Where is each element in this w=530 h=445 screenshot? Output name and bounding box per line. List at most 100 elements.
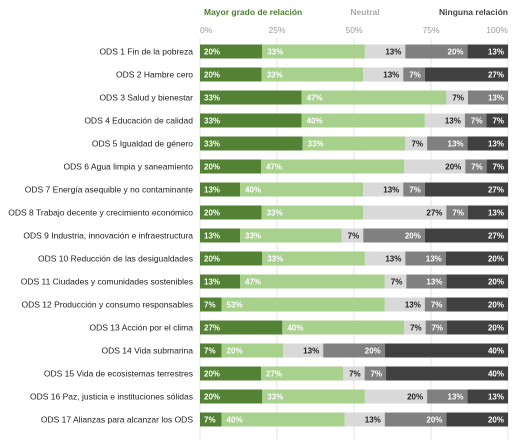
bar-data-label: 47% — [245, 278, 261, 287]
bar-segment — [446, 297, 508, 312]
bar-segment — [446, 274, 508, 289]
bar-data-label: 7% — [492, 117, 504, 126]
bar-data-label: 13% — [448, 393, 464, 402]
bar-segment — [364, 44, 406, 59]
bar-data-label: 13% — [204, 278, 220, 287]
bar-segment — [464, 113, 487, 128]
bar-data-label: 13% — [405, 301, 421, 310]
bar-data-label: 20% — [448, 48, 464, 57]
bar-segment — [301, 90, 447, 105]
bar-segment — [200, 159, 261, 174]
bar-segment — [465, 159, 487, 174]
bar-data-label: 27% — [204, 324, 220, 333]
bar-segment — [446, 205, 468, 220]
bar-segment — [341, 228, 364, 243]
bar-data-label: 13% — [488, 393, 504, 402]
bar-data-label: 7% — [471, 163, 483, 172]
bar-segment — [467, 90, 508, 105]
bar-data-label: 53% — [227, 301, 243, 310]
bar-data-label: 7% — [409, 71, 421, 80]
bar-segment — [384, 297, 425, 312]
bar-segment — [424, 182, 508, 197]
x-tick-label: 0% — [200, 25, 213, 35]
bar-segment — [363, 67, 404, 82]
bar-data-label: 20% — [204, 71, 220, 80]
category-label: ODS 2 Hambre cero — [116, 70, 193, 80]
bar-segment — [200, 412, 222, 427]
bar-data-label: 13% — [303, 347, 319, 356]
bar-data-label: 40% — [307, 117, 323, 126]
bar-data-label: 7% — [452, 94, 464, 103]
bar-segment — [200, 366, 261, 381]
bar-data-label: 33% — [267, 48, 283, 57]
bar-data-label: 20% — [445, 163, 461, 172]
bar-data-label: 33% — [267, 393, 283, 402]
bar-segment — [445, 251, 508, 266]
bar-segment — [302, 136, 406, 151]
bar-segment — [282, 320, 405, 335]
bar-data-label: 7% — [452, 209, 464, 218]
bar-data-label: 13% — [426, 278, 442, 287]
bar-segment — [200, 297, 222, 312]
bar-segment — [425, 320, 448, 335]
bar-data-label: 7% — [409, 186, 421, 195]
bar-data-label: 20% — [365, 347, 381, 356]
bar-data-label: 27% — [266, 370, 282, 379]
bar-data-label: 20% — [204, 48, 220, 57]
bar-data-label: 7% — [410, 324, 422, 333]
bar-segment — [404, 320, 426, 335]
bar-data-label: 27% — [426, 209, 442, 218]
bar-segment — [447, 320, 508, 335]
bar-data-label: 20% — [426, 416, 442, 425]
bar-segment — [221, 343, 284, 358]
bar-data-label: 33% — [267, 71, 283, 80]
bar-segment — [200, 182, 241, 197]
bar-segment — [301, 113, 425, 128]
bar-data-label: 7% — [348, 232, 360, 241]
category-label: ODS 7 Energía asequible y no contaminant… — [25, 185, 193, 195]
bar-data-label: 20% — [488, 278, 504, 287]
bar-segment — [240, 274, 385, 289]
bar-segments: 20% 33% 13% 20% 13% 20% 33% 13% 7% 27% 33% 47% 7% 13%… — [200, 44, 508, 427]
bar-data-label: 13% — [426, 255, 442, 264]
bar-data-label: 33% — [204, 94, 220, 103]
category-label: ODS 10 Reducción de las desigualdades — [38, 254, 193, 264]
bar-data-label: 33% — [204, 140, 220, 149]
bar-data-label: 7% — [412, 140, 424, 149]
bar-data-label: 13% — [385, 255, 401, 264]
bar-segment — [261, 67, 364, 82]
category-label: ODS 11 Ciudades y comunidades sostenible… — [21, 277, 193, 287]
bar-segment — [364, 251, 406, 266]
bar-data-label: 40% — [488, 370, 504, 379]
bar-segment — [200, 205, 262, 220]
bar-segment — [424, 67, 508, 82]
x-axis-ticks: 0% 25% 50% 75% 100% — [200, 25, 508, 35]
bar-segment — [404, 159, 466, 174]
bar-segment — [200, 320, 283, 335]
bar-segment — [384, 412, 447, 427]
bar-data-label: 7% — [471, 117, 483, 126]
bar-segment — [405, 136, 428, 151]
bar-segment — [221, 297, 385, 312]
bar-segment — [343, 366, 365, 381]
bar-segment — [200, 228, 241, 243]
bar-segment — [262, 389, 365, 404]
bar-segment — [200, 67, 262, 82]
x-tick-label: 75% — [422, 25, 439, 35]
bar-segment — [424, 228, 508, 243]
category-label: ODS 16 Paz, justicia e instituciones sól… — [30, 392, 193, 402]
bar-data-label: 20% — [488, 416, 504, 425]
bar-data-label: 7% — [204, 301, 216, 310]
category-label: ODS 6 Agua limpia y saneamiento — [64, 162, 194, 172]
bar-segment — [364, 389, 428, 404]
bar-segment — [260, 159, 405, 174]
bar-data-label: 13% — [383, 71, 399, 80]
bar-data-label: 7% — [349, 370, 361, 379]
bar-data-label: 20% — [204, 255, 220, 264]
bar-data-label: 20% — [488, 255, 504, 264]
bar-segment — [405, 251, 446, 266]
bar-segment — [240, 182, 364, 197]
bar-segment — [323, 343, 385, 358]
bar-segment — [486, 159, 508, 174]
